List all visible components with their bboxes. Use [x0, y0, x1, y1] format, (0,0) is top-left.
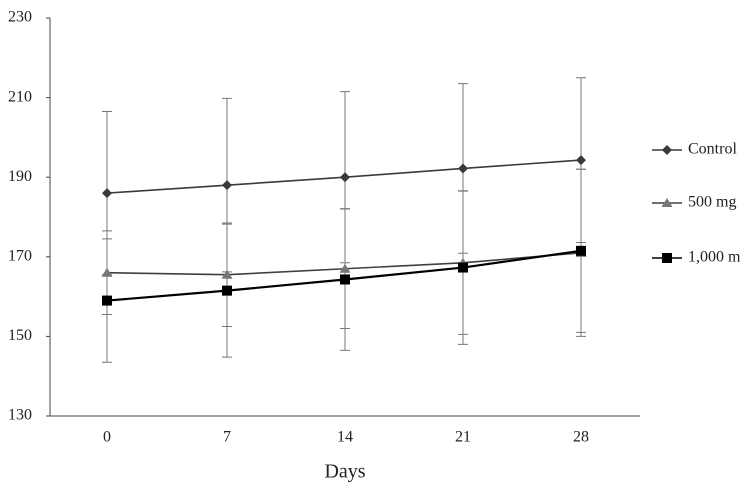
point: [458, 262, 468, 273]
point: [222, 180, 232, 191]
y-tick-label: 190: [8, 168, 32, 185]
point: [458, 163, 468, 174]
legend-marker: [662, 253, 672, 263]
point: [101, 267, 113, 277]
legend-label: Control: [688, 141, 737, 158]
point: [340, 172, 350, 183]
point: [339, 263, 351, 273]
x-tick-label: 7: [223, 429, 231, 446]
y-tick-label: 230: [8, 9, 32, 26]
point: [576, 245, 586, 256]
y-tick-label: 170: [8, 247, 32, 264]
point: [102, 295, 112, 306]
point: [576, 155, 586, 166]
point: [102, 188, 112, 199]
legend-label: 1,000 m: [688, 249, 741, 266]
x-tick-label: 14: [337, 429, 353, 446]
x-tick-label: 0: [103, 429, 111, 446]
y-tick-label: 130: [8, 407, 32, 424]
legend-marker: [662, 145, 672, 155]
x-axis-label: Days: [324, 461, 365, 483]
x-tick-label: 21: [455, 429, 471, 446]
y-tick-label: 150: [8, 327, 32, 344]
legend-marker: [661, 198, 673, 207]
point: [340, 274, 350, 285]
y-tick-label: 210: [8, 88, 32, 105]
point: [221, 269, 233, 279]
legend-label: 500 mg: [688, 194, 736, 211]
point: [222, 285, 232, 296]
x-tick-label: 28: [573, 429, 589, 446]
